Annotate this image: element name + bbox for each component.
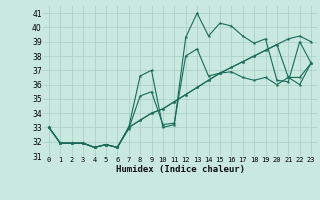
- X-axis label: Humidex (Indice chaleur): Humidex (Indice chaleur): [116, 165, 244, 174]
